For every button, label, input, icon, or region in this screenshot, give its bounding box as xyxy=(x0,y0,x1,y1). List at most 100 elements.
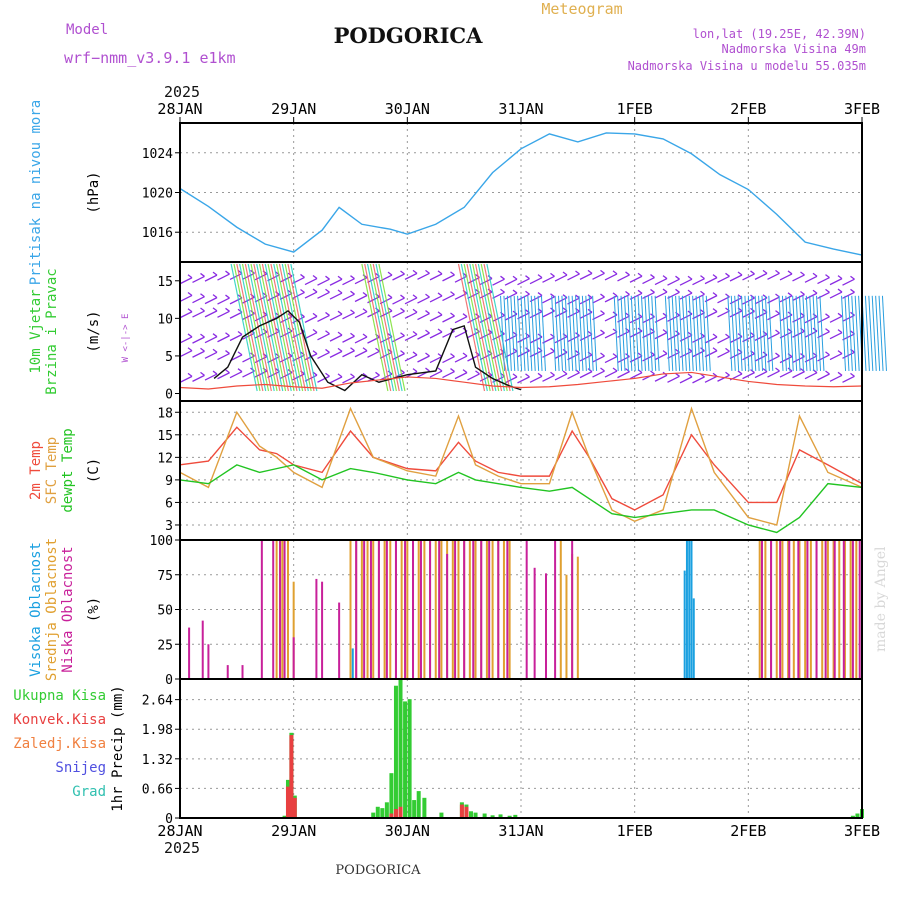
wind-barb xyxy=(179,311,193,319)
wind-barb xyxy=(217,335,230,343)
model-label: Model xyxy=(66,22,108,38)
wind-barb xyxy=(654,278,668,286)
bar-clouds xyxy=(758,540,761,679)
wind-streak xyxy=(364,263,392,392)
y-tick-label: 18 xyxy=(157,406,173,421)
wind-barb xyxy=(442,315,455,323)
wind-streak xyxy=(460,263,488,392)
wind-barb-head xyxy=(825,274,830,279)
page-title: PODGORICA xyxy=(334,23,484,48)
wind-barb xyxy=(829,278,843,286)
wind-barb-head xyxy=(787,292,793,297)
wind-barb xyxy=(442,370,455,379)
wind-barb-head xyxy=(662,288,668,293)
wind-fan xyxy=(651,295,657,371)
wind-barb-head xyxy=(825,370,830,375)
wind-fan xyxy=(640,295,646,371)
wind-fan xyxy=(754,295,760,371)
bar-clouds xyxy=(440,540,443,679)
wind-barb-head xyxy=(512,373,518,378)
wind-barb-head xyxy=(400,270,405,275)
wind-barb-head xyxy=(812,313,818,318)
wind-streak xyxy=(281,263,309,392)
bar-clouds xyxy=(809,540,812,679)
wind-barb-head xyxy=(612,353,618,358)
bar-clouds xyxy=(389,540,392,679)
wind-barb-head xyxy=(362,372,368,377)
bar-clouds xyxy=(454,540,457,679)
bar-clouds xyxy=(849,540,852,679)
wind-barb-head xyxy=(187,347,193,352)
y-tick-label: 0 xyxy=(165,812,173,827)
wind-barb-head xyxy=(375,347,380,352)
wind-barb xyxy=(804,275,818,283)
bar-clouds xyxy=(434,540,437,679)
wind-barb-head xyxy=(625,368,630,373)
wind-barb-head xyxy=(637,272,643,277)
bar-clouds xyxy=(798,540,801,679)
bar-clouds xyxy=(412,540,415,679)
wind-barb-head xyxy=(412,269,418,274)
bar-clouds xyxy=(474,540,477,679)
wind-fan xyxy=(785,295,791,371)
bar-precip xyxy=(422,797,427,818)
y-tick-label: 15 xyxy=(157,275,173,290)
bar-clouds xyxy=(559,540,562,679)
wind-barb xyxy=(829,315,843,323)
wind-barb-head xyxy=(450,291,455,296)
year-bottom: 2025 xyxy=(164,839,200,857)
bar-clouds xyxy=(385,540,388,679)
wind-barb-head xyxy=(537,274,543,279)
wind-fan xyxy=(727,295,733,371)
axis-label: SFC Temp xyxy=(44,437,60,504)
wind-fan xyxy=(581,295,587,371)
bar-clouds xyxy=(292,581,295,679)
wind-barb xyxy=(567,353,580,361)
wind-barb xyxy=(804,372,818,380)
axis-label: Srednja Oblacnost xyxy=(44,538,60,681)
wind-barb xyxy=(754,311,768,319)
wind-barb-head xyxy=(225,270,230,275)
wind-barb xyxy=(629,292,643,300)
bar-clouds xyxy=(497,540,500,679)
wind-barb xyxy=(529,294,543,303)
wind-barb-head xyxy=(437,292,443,297)
wind-fan xyxy=(637,295,643,371)
wind-fan xyxy=(678,295,684,371)
wind-barb-head xyxy=(550,347,555,352)
wind-barb xyxy=(179,375,193,383)
wind-barb xyxy=(842,375,855,383)
axis-label: Niska Oblacnost xyxy=(60,546,76,672)
wind-barb xyxy=(454,355,468,363)
wind-barb-head xyxy=(575,270,580,275)
wind-barb xyxy=(729,274,743,282)
wind-barb xyxy=(804,292,818,300)
bar-clouds xyxy=(321,581,324,679)
wind-streak xyxy=(290,263,318,392)
wind-barb xyxy=(579,272,593,280)
wind-barb-head xyxy=(350,373,355,378)
y-tick-label: 100 xyxy=(150,534,173,549)
wind-barb xyxy=(367,374,380,382)
wind-barb-head xyxy=(850,372,855,377)
wind-streak xyxy=(278,263,307,392)
bar-clouds xyxy=(351,648,354,679)
wind-barb-head xyxy=(187,291,193,296)
bar-precip xyxy=(513,814,518,818)
wind-barb-head xyxy=(437,367,443,372)
wind-barb xyxy=(667,291,680,299)
wind-streak xyxy=(261,263,289,392)
wind-barb-head xyxy=(850,288,855,293)
wind-barb xyxy=(404,354,418,362)
bar-clouds xyxy=(394,540,397,679)
y-tick-label: 5 xyxy=(165,350,173,365)
wind-barb-head xyxy=(725,347,730,352)
bar-clouds xyxy=(855,540,858,679)
series-line-2m-temp xyxy=(179,426,863,511)
wind-barb-head xyxy=(637,289,643,294)
wind-barb xyxy=(192,350,205,358)
wind-barb xyxy=(704,375,718,383)
wind-barb xyxy=(717,374,730,382)
wind-barb xyxy=(192,336,205,344)
bar-clouds xyxy=(833,540,836,679)
